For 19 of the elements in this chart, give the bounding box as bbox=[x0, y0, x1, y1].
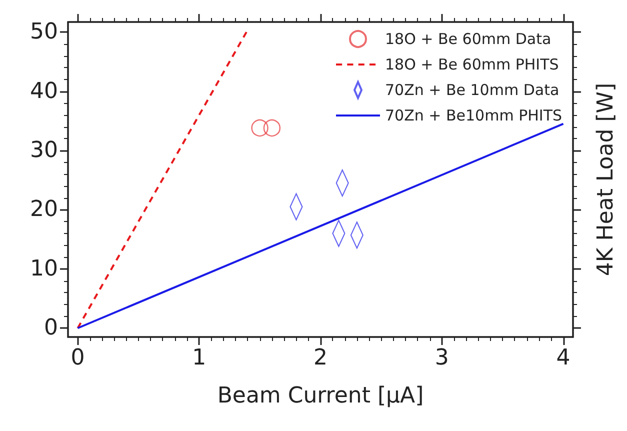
x-axis-title: Beam Current [μA] bbox=[217, 384, 424, 408]
y-tick-label: 30 bbox=[30, 138, 58, 163]
point bbox=[251, 119, 268, 137]
y-axis-title: 4K Heat Load [W] bbox=[594, 82, 618, 276]
y-tick-label: 40 bbox=[30, 78, 58, 104]
legend-label: 18O + Be 60mm PHITS bbox=[384, 56, 559, 74]
x-tick-label: 4 bbox=[556, 346, 570, 370]
point bbox=[263, 119, 281, 137]
legend-label: 18O + Be 60mm Data bbox=[384, 30, 552, 48]
x-tick-label: 0 bbox=[70, 346, 85, 370]
legend-label: 70Zn + Be 10mm Data bbox=[384, 81, 560, 99]
x-tick-label: 1 bbox=[192, 346, 206, 370]
x-tick-label: 2 bbox=[314, 346, 328, 370]
y-tick-label: 50 bbox=[30, 20, 58, 45]
y-tick-label: 10 bbox=[30, 256, 58, 282]
legend-label: 70Zn + Be10mm PHITS bbox=[384, 106, 562, 124]
y-tick-label: 20 bbox=[30, 197, 58, 222]
x-tick-label: 3 bbox=[434, 346, 449, 370]
y-tick-label: 0 bbox=[44, 316, 58, 341]
